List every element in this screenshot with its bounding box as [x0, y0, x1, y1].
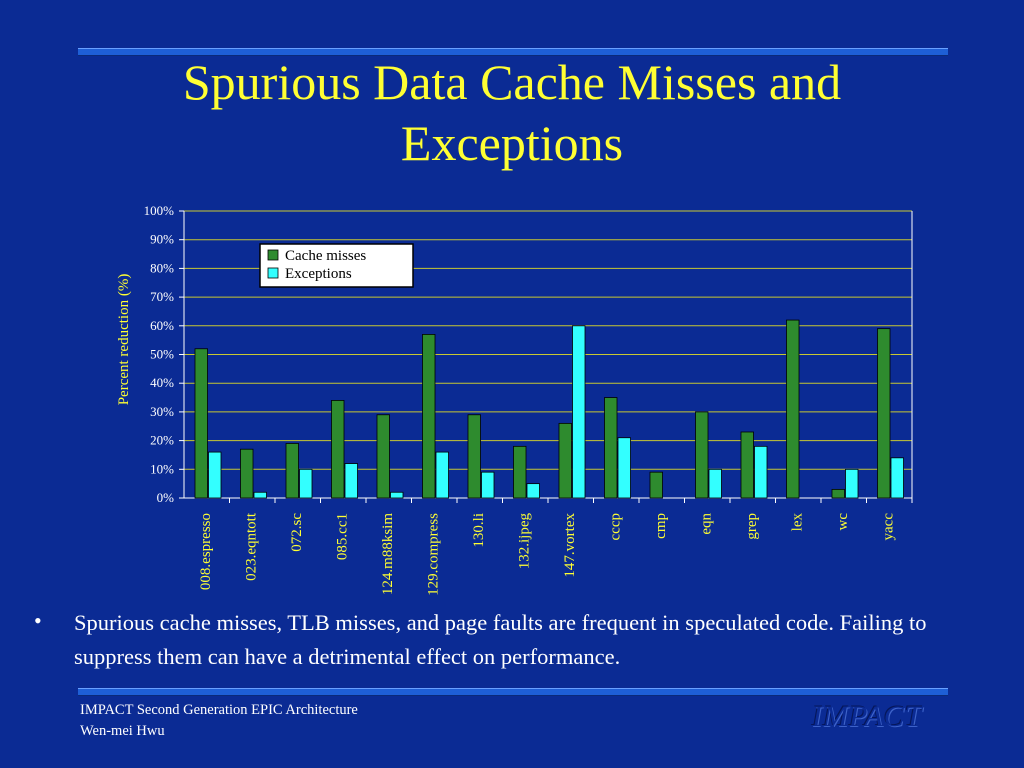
bar-cache-misses	[649, 471, 663, 499]
bar-exceptions	[208, 451, 222, 499]
x-category-label: 085.cc1	[334, 513, 350, 560]
bar-exceptions	[481, 471, 495, 499]
bar-exceptions	[754, 445, 768, 499]
bar-cache-misses	[786, 319, 800, 499]
bar-exceptions	[390, 491, 404, 499]
x-category-label: cmp	[653, 513, 669, 539]
bar-exceptions	[435, 451, 449, 499]
title-line-2: Exceptions	[400, 115, 624, 171]
bar-cache-misses	[194, 348, 208, 499]
bar-cache-misses	[695, 411, 709, 499]
y-tick-label: 60%	[150, 318, 174, 333]
y-tick-label: 40%	[150, 375, 174, 390]
bar-exceptions	[708, 468, 722, 499]
bar-cache-misses	[831, 488, 845, 499]
bar-cache-misses	[331, 400, 345, 499]
x-category-label: 129.compress	[425, 513, 441, 596]
legend-label: Cache misses	[285, 248, 366, 264]
x-category-label: 023.eqntott	[243, 512, 259, 581]
x-category-label: grep	[744, 513, 760, 540]
bar-cache-misses	[467, 414, 481, 499]
bar-exceptions	[845, 468, 859, 499]
bar-exceptions	[572, 325, 586, 499]
bar-exceptions	[890, 457, 904, 499]
x-category-label: 072.sc	[289, 513, 305, 552]
x-category-label: 147.vortex	[562, 513, 578, 578]
top-divider	[78, 48, 948, 56]
x-category-label: eqn	[698, 513, 714, 535]
bar-cache-misses	[376, 414, 390, 499]
slide-title: Spurious Data Cache Misses and Exception…	[80, 52, 944, 174]
bar-exceptions	[526, 483, 540, 499]
footer-author: Wen-mei Hwu	[80, 723, 165, 739]
legend-label: Exceptions	[285, 266, 352, 282]
bullet-icon: •	[34, 608, 42, 633]
x-category-label: 130.li	[471, 513, 487, 548]
bar-cache-misses	[558, 422, 572, 499]
y-axis-label: Percent reduction (%)	[116, 274, 132, 406]
y-tick-label: 30%	[150, 404, 174, 419]
y-tick-label: 10%	[150, 461, 174, 476]
bar-exceptions	[253, 491, 267, 499]
legend-box	[259, 243, 414, 288]
y-tick-label: 90%	[150, 232, 174, 247]
bar-exceptions	[617, 437, 631, 499]
y-tick-label: 20%	[150, 433, 174, 448]
x-category-label: 132.ijpeg	[516, 513, 532, 570]
bar-exceptions	[344, 463, 358, 499]
title-line-1: Spurious Data Cache Misses and	[182, 54, 842, 110]
bar-cache-misses	[877, 328, 891, 499]
y-tick-label: 0%	[157, 490, 175, 505]
bar-chart: 0% 10% 20% 30% 40% 50% 60% 70% 80% 90% 100% 008.esp…	[116, 203, 913, 596]
x-category-label: 008.espresso	[198, 513, 214, 590]
bar-cache-misses	[422, 334, 436, 499]
y-tick-label: 50%	[150, 347, 174, 362]
y-tick-label: 70%	[150, 289, 174, 304]
bar-cache-misses	[285, 443, 299, 499]
bar-cache-misses	[513, 445, 527, 499]
x-category-label: lex	[789, 513, 805, 532]
x-category-label: 124.m88ksim	[380, 513, 396, 595]
bar-cache-misses	[604, 397, 618, 499]
legend-swatch-cache-misses	[267, 249, 279, 261]
footer-title: IMPACT Second Generation EPIC Architectu…	[80, 702, 358, 718]
x-category-label: wc	[835, 513, 851, 531]
y-tick-label: 100%	[144, 203, 175, 218]
x-category-label: yacc	[880, 513, 896, 541]
legend-swatch-exceptions	[267, 267, 279, 279]
y-tick-label: 80%	[150, 260, 174, 275]
bar-cache-misses	[740, 431, 754, 499]
bottom-divider	[78, 688, 948, 696]
impact-logo: IMPACT	[812, 700, 923, 733]
bullet-text: Spurious cache misses, TLB misses, and p…	[74, 610, 927, 669]
bar-cache-misses	[240, 448, 254, 499]
x-category-label: cccp	[607, 513, 623, 540]
bar-exceptions	[299, 468, 313, 499]
